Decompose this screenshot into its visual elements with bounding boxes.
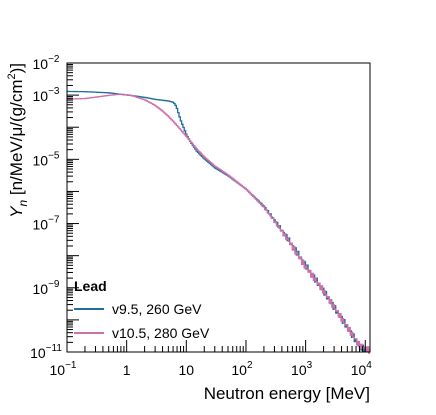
legend: Lead v9.5, 260 GeV v10.5, 280 GeV: [74, 278, 210, 341]
tick-labels: 10−1 1 10 102 103 10410−1110−910−710−510−310−…: [30, 54, 372, 378]
x-tick-label: 104: [351, 360, 373, 378]
y-tick-label: 10−11: [30, 343, 62, 361]
x-tick-label: 1: [123, 362, 131, 378]
x-tick-label: 10: [179, 362, 195, 378]
x-tick-label: 102: [231, 360, 253, 378]
x-tick-label: 10−1: [50, 360, 77, 378]
y-tick-label: 10−7: [33, 215, 60, 233]
x-axis-label: Neutron energy [MeV]: [204, 384, 370, 403]
y-tick-label: 10−9: [33, 279, 60, 297]
y-tick-label: 10−5: [33, 150, 60, 168]
legend-title: Lead: [74, 278, 107, 294]
legend-label-1: v9.5, 260 GeV: [112, 301, 202, 317]
y-tick-label: 10−3: [33, 86, 60, 104]
series-layer: [67, 90, 370, 354]
y-axis-label: Yn [n/MeV/μ/(g/cm2)]: [6, 63, 30, 218]
x-tick-label: 103: [291, 360, 313, 378]
series-line-2: [67, 93, 370, 354]
y-tick-label: 10−2: [33, 54, 60, 72]
plot-frame: [66, 62, 371, 353]
ticks-layer: [66, 62, 366, 353]
legend-label-2: v10.5, 280 GeV: [112, 325, 210, 341]
